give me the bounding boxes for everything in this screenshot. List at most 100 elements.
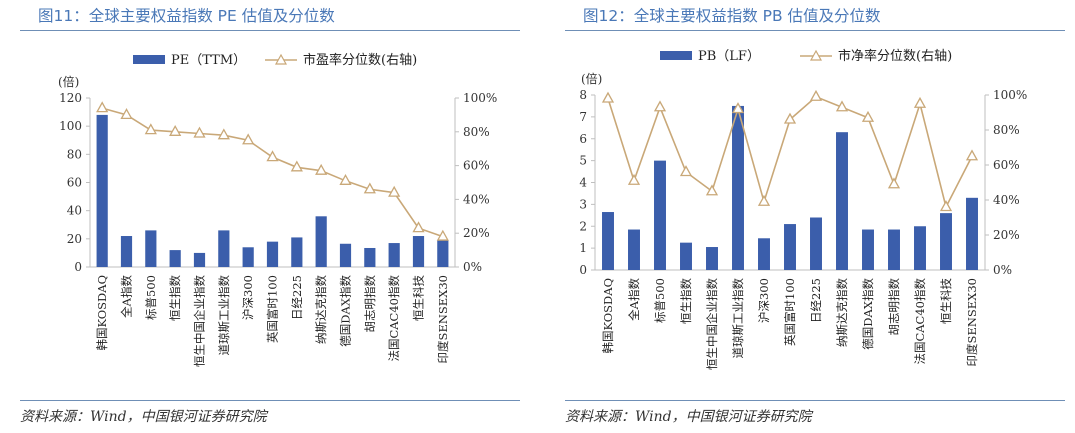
percentile-point	[242, 133, 255, 145]
bar	[784, 224, 796, 270]
bar	[966, 197, 978, 270]
x-tick-label: 英国富时100	[266, 275, 280, 343]
x-tick-label: 恒生中国企业指数	[705, 278, 719, 370]
bar	[315, 216, 327, 267]
footer-rule	[565, 400, 1065, 401]
x-tick-label: 韩国KOSDAQ	[601, 278, 615, 354]
bar	[412, 236, 425, 267]
percentile-line	[101, 107, 444, 238]
percentile-point	[339, 173, 352, 185]
y2-tick-label: 60%	[463, 159, 490, 173]
bar	[218, 230, 230, 267]
x-tick-label: 恒生指数	[679, 278, 693, 324]
legend-marker-triangle	[809, 49, 823, 61]
percentile-point	[169, 124, 182, 136]
legend-label-bar: PB（LF）	[698, 49, 760, 64]
bar	[888, 229, 900, 270]
percentile-point	[388, 185, 401, 197]
bar	[680, 242, 692, 270]
bar	[706, 247, 718, 270]
percentile-point	[731, 102, 745, 114]
y-axis-unit-label: (倍)	[581, 71, 602, 86]
y2-tick-label: 0%	[463, 260, 482, 274]
source-note: 资料来源：Wind，中国银河证券研究院	[20, 409, 267, 425]
bar	[810, 217, 822, 270]
bar	[242, 247, 254, 267]
percentile-point	[601, 91, 615, 103]
y2-tick-label: 20%	[993, 228, 1020, 242]
source-note: 资料来源：Wind，中国银河证券研究院	[565, 409, 812, 425]
bar	[291, 237, 303, 267]
x-tick-label: 恒生科技	[939, 278, 953, 324]
x-tick-label: 沪深300	[757, 278, 771, 323]
x-tick-label: 标普500	[653, 278, 667, 323]
y2-tick-label: 20%	[463, 226, 490, 240]
bar	[654, 160, 666, 270]
y2-tick-label: 100%	[993, 88, 1027, 102]
bar	[120, 236, 133, 267]
percentile-point	[679, 165, 693, 177]
x-tick-label: 德国DAX指数	[861, 278, 875, 350]
x-tick-label: 恒生科技	[412, 275, 426, 321]
y2-tick-label: 60%	[993, 158, 1020, 172]
y-tick-label: 5	[579, 154, 587, 168]
bar	[758, 238, 770, 270]
y-tick-label: 0	[74, 260, 82, 274]
percentile-point	[144, 123, 157, 135]
y-tick-label: 3	[579, 197, 587, 211]
x-tick-label: 韩国KOSDAQ	[95, 275, 109, 351]
percentile-point	[965, 149, 979, 161]
x-tick-label: 沪深300	[241, 275, 255, 320]
x-tick-label: 道琼斯工业指数	[731, 278, 745, 359]
bar	[836, 132, 848, 270]
y-tick-label: 20	[67, 232, 82, 246]
bar	[940, 213, 952, 270]
footer-rule	[20, 400, 520, 401]
x-tick-label: 全A指数	[627, 278, 641, 321]
x-tick-label: 印度SENSEX30	[965, 278, 979, 366]
x-tick-label: 全A指数	[120, 275, 134, 318]
y-tick-label: 0	[579, 263, 587, 277]
pb-chart-panel: 图12：全球主要权益指数 PB 估值及分位数 PB（LF） 市净率分位数(右轴) (…	[545, 0, 1075, 433]
bar	[732, 105, 744, 270]
pe-chart-panel: 图11：全球主要权益指数 PE 估值及分位数 PE（TTM） 市盈率分位数(右轴)…	[0, 0, 530, 433]
bar	[145, 230, 157, 267]
legend-label-bar: PE（TTM）	[171, 53, 246, 68]
bar	[193, 252, 206, 267]
y2-tick-label: 100%	[463, 91, 497, 105]
title-rule	[20, 30, 520, 31]
percentile-point	[436, 229, 449, 241]
percentile-point	[266, 150, 279, 162]
percentile-point	[783, 112, 797, 124]
pe-chart: PE（TTM） 市盈率分位数(右轴) (倍) 0 20 40 60 80 100 120 0% 20%…	[58, 52, 497, 367]
y2-tick-label: 0%	[993, 263, 1012, 277]
legend: PE（TTM） 市盈率分位数(右轴)	[133, 52, 417, 68]
x-tick-label: 纳斯达克指数	[835, 278, 849, 347]
y2-tick-label: 40%	[463, 192, 490, 206]
percentile-point	[363, 182, 376, 194]
percentile-point	[809, 89, 823, 101]
percentile-point	[627, 173, 641, 185]
bar	[364, 247, 376, 267]
title-rule	[565, 30, 1065, 31]
percentile-point	[861, 110, 875, 122]
legend-swatch-bar	[133, 55, 165, 64]
percentile-point	[290, 160, 303, 172]
bar	[437, 240, 449, 267]
y-tick-label: 1	[579, 241, 587, 255]
y2-tick-label: 80%	[993, 123, 1020, 137]
y-tick-label: 2	[579, 219, 587, 233]
y-axis-unit-label: (倍)	[58, 74, 79, 89]
bar	[169, 250, 181, 267]
x-tick-label: 胡志明指数	[887, 278, 901, 336]
x-tick-label: 日经225	[809, 278, 823, 323]
y-tick-label: 4	[579, 176, 587, 190]
x-tick-label: 德国DAX指数	[339, 275, 353, 347]
percentile-point	[913, 96, 927, 108]
figure-title: 图11：全球主要权益指数 PE 估值及分位数	[38, 7, 335, 25]
x-tick-label: 印度SENSEX30	[436, 275, 450, 363]
legend-marker-triangle	[274, 53, 288, 65]
x-tick-label: 法国CAC40指数	[913, 278, 927, 365]
y-tick-label: 7	[579, 110, 587, 124]
bar	[602, 212, 614, 270]
